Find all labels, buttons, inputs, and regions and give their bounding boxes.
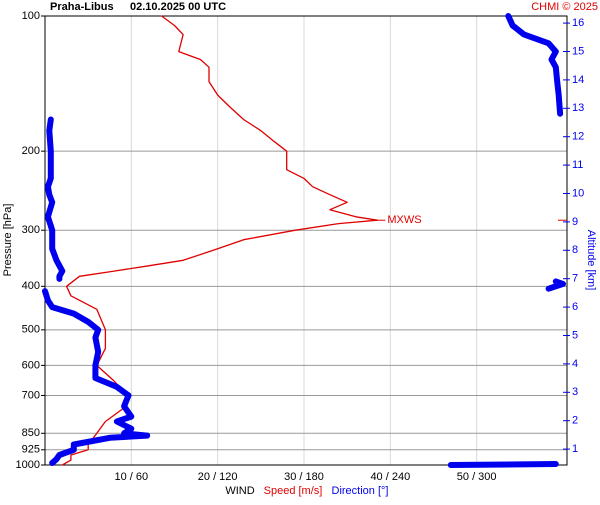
altitude-tick-label: 10 <box>572 187 584 199</box>
direction-line <box>42 13 566 468</box>
altitude-tick-label: 16 <box>572 17 584 29</box>
x-tick-label: 50 / 300 <box>457 471 497 483</box>
y-tick-label: 100 <box>22 10 40 22</box>
y-tick-label: 850 <box>22 427 40 439</box>
altitude-tick-label: 14 <box>572 74 584 86</box>
altitude-tick-label: 15 <box>572 45 584 57</box>
annotation-label: MXWS <box>387 214 421 226</box>
altitude-axis-label: Altitude [km] <box>585 230 597 291</box>
altitude-tick-label: 1 <box>572 443 578 455</box>
altitude-tick-label: 8 <box>572 244 578 256</box>
altitude-tick-label: 3 <box>572 386 578 398</box>
y-tick-label: 200 <box>22 145 40 157</box>
x-tick-label: 20 / 120 <box>198 471 238 483</box>
x-tick-label: 40 / 240 <box>370 471 410 483</box>
y-tick-label: 925 <box>22 444 40 456</box>
chart-subtitle: 02.10.2025 00 UTC <box>130 1 226 13</box>
altitude-tick-label: 7 <box>572 273 578 285</box>
y-tick-label: 700 <box>22 389 40 401</box>
y-tick-label: 600 <box>22 359 40 371</box>
wind-label: WIND <box>225 485 254 497</box>
altitude-tick-label: 2 <box>572 415 578 427</box>
y-tick-label: 400 <box>22 280 40 292</box>
altitude-tick-label: 11 <box>572 159 583 171</box>
altitude-tick-label: 13 <box>572 102 584 114</box>
speed-line <box>61 15 379 466</box>
y-tick-label: 1000 <box>16 459 40 471</box>
plot-frame <box>44 15 568 466</box>
altitude-tick-label: 6 <box>572 301 578 313</box>
altitude-tick-label: 4 <box>572 358 578 370</box>
altitude-tick-label: 9 <box>572 216 578 228</box>
x-tick-label: 30 / 180 <box>284 471 324 483</box>
y-tick-label: 500 <box>22 324 40 336</box>
speed-label: Speed [m/s] <box>264 485 323 497</box>
y-tick-label: 300 <box>22 224 40 236</box>
pressure-axis-label: Pressure [hPa] <box>2 204 14 277</box>
chart-title: Praha-Libus <box>50 1 114 13</box>
altitude-tick-label: 12 <box>572 131 584 143</box>
altitude-tick-label: 5 <box>572 329 578 341</box>
credit: CHMI © 2025 <box>531 1 598 13</box>
x-tick-label: 10 / 60 <box>115 471 149 483</box>
direction-label: Direction [°] <box>332 485 389 497</box>
